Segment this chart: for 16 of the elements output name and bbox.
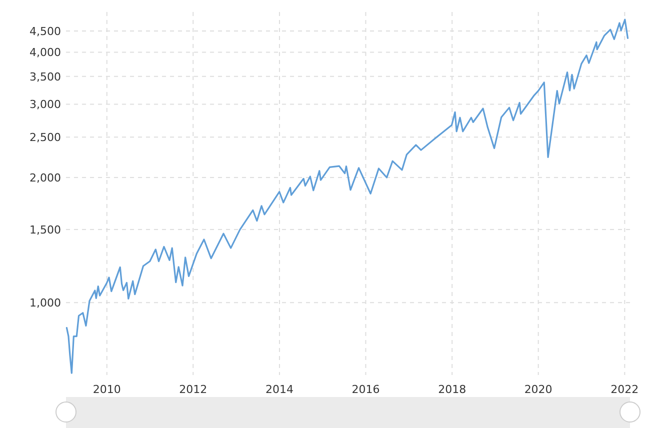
y-tick-label: 2,000 [30, 171, 61, 184]
x-tick-label: 2022 [610, 383, 639, 396]
y-tick-label: 1,000 [30, 296, 61, 310]
x-tick-label: 2010 [92, 383, 121, 396]
x-tick-label: 2018 [438, 383, 466, 396]
x-tick-label: 2014 [265, 383, 294, 396]
y-tick-label: 2,500 [30, 131, 61, 144]
y-tick-label: 3,500 [30, 70, 61, 84]
x-tick-label: 2012 [179, 383, 208, 396]
y-tick-label: 3,000 [30, 98, 61, 112]
x-tick-label: 2020 [524, 383, 552, 396]
line-series [66, 18, 629, 374]
x-tick-label: 2016 [352, 383, 380, 396]
y-tick-label: 4,500 [30, 24, 61, 38]
y-tick-label: 4,000 [30, 46, 61, 60]
y-tick-label: 1,500 [30, 223, 61, 236]
